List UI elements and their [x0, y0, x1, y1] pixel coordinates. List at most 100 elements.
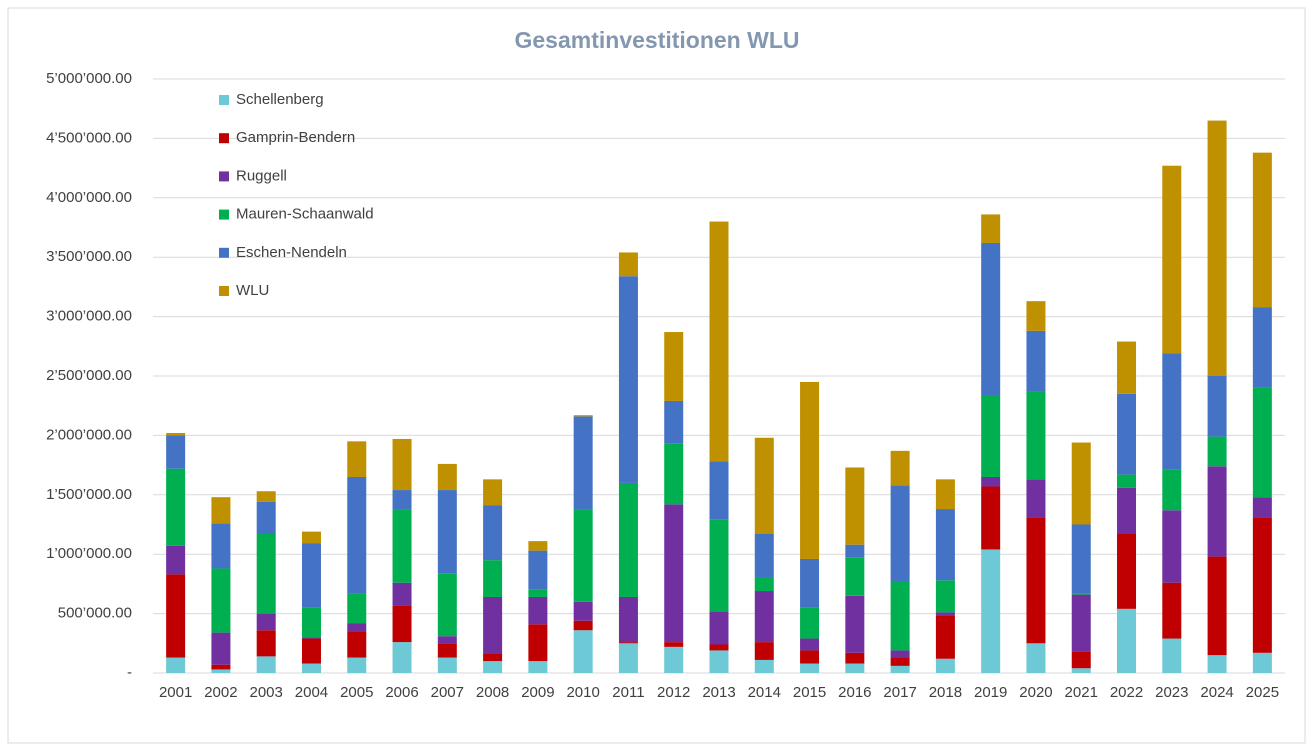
bar-segment — [1026, 301, 1046, 331]
bar-segment — [166, 545, 186, 575]
bar-segment — [347, 476, 367, 594]
x-tick-label: 2004 — [295, 684, 328, 701]
bar-segment — [800, 607, 820, 639]
x-tick-label: 2005 — [340, 684, 373, 701]
bar-segment — [211, 497, 231, 524]
x-tick-label: 2013 — [702, 684, 735, 701]
bar-segment — [800, 558, 820, 608]
bar-segment — [528, 596, 548, 625]
bar-segment — [166, 574, 186, 658]
bar-segment — [1207, 120, 1227, 376]
x-tick-label: 2019 — [974, 684, 1007, 701]
bar-segment — [890, 665, 910, 673]
x-tick-label: 2010 — [566, 684, 599, 701]
bar-segment — [573, 415, 593, 417]
bar-segment — [1117, 487, 1137, 535]
bar-segment — [256, 534, 276, 614]
legend-swatch — [219, 171, 229, 182]
bar-segment — [981, 549, 1001, 673]
bar-segment — [890, 450, 910, 486]
y-tick-label: 4’500’000.00 — [46, 129, 132, 146]
bar-segment — [1026, 517, 1046, 644]
bar-segment — [573, 620, 593, 631]
bar-segment — [301, 637, 321, 639]
bar-segment — [1026, 330, 1046, 392]
bar-segment — [301, 638, 321, 664]
bar-segment — [890, 485, 910, 582]
bar-segment — [301, 607, 321, 638]
bar-segment — [528, 589, 548, 597]
bar-segment — [1117, 534, 1137, 609]
bar-segment — [709, 611, 729, 645]
bar-segment — [664, 332, 684, 401]
bar-segment — [800, 663, 820, 673]
bar-segment — [935, 580, 955, 613]
bar-segment — [1117, 474, 1137, 488]
bar-segment — [392, 582, 412, 606]
bar-segment — [1071, 593, 1091, 595]
bar-segment — [618, 482, 638, 597]
bar-segment — [981, 242, 1001, 396]
bar-segment — [618, 596, 638, 643]
x-tick-label: 2022 — [1110, 684, 1143, 701]
x-tick-label: 2015 — [793, 684, 826, 701]
bar-segment — [1162, 510, 1182, 583]
bar-segment — [845, 595, 865, 653]
bar-segment — [1252, 152, 1272, 308]
bar-segment — [166, 468, 186, 546]
bar-segment — [483, 505, 503, 561]
x-tick-label: 2014 — [748, 684, 781, 701]
bar-segment — [528, 541, 548, 551]
bar-segment — [211, 523, 231, 569]
bar-segment — [1026, 643, 1046, 673]
bar-segment — [392, 490, 412, 510]
bar-segment — [1071, 524, 1091, 594]
bar-segment — [664, 400, 684, 444]
bar-segment — [437, 657, 457, 673]
bar-segment — [754, 591, 774, 643]
bar-segment — [800, 650, 820, 664]
bar-segment — [935, 612, 955, 616]
legend-label: Gamprin-Bendern — [236, 129, 355, 146]
bar-segment — [166, 435, 186, 469]
y-tick-label: 2’500’000.00 — [46, 367, 132, 384]
y-tick-label: 3’000’000.00 — [46, 308, 132, 325]
x-tick-label: 2023 — [1155, 684, 1188, 701]
bar-segment — [528, 624, 548, 662]
bar-segment — [347, 441, 367, 477]
bar-segment — [1162, 582, 1182, 639]
bar-segment — [256, 491, 276, 502]
bar-segment — [347, 657, 367, 673]
bar-segment — [845, 557, 865, 596]
bar-segment — [935, 479, 955, 510]
bar-segment — [166, 433, 186, 436]
legend-swatch — [219, 209, 229, 220]
y-tick-label: 5’000’000.00 — [46, 70, 132, 87]
y-tick-label: 1’000’000.00 — [46, 545, 132, 562]
x-tick-label: 2001 — [159, 684, 192, 701]
bar-segment — [1026, 391, 1046, 480]
bar-segment — [754, 437, 774, 535]
bar-segment — [347, 593, 367, 624]
bar-segment — [1162, 638, 1182, 673]
bar-segment — [618, 643, 638, 673]
bar-segment — [301, 663, 321, 673]
legend-label: Mauren-Schaanwald — [236, 206, 374, 223]
y-tick-label: 500’000.00 — [58, 605, 132, 622]
bar-segment — [1207, 655, 1227, 673]
bar-segment — [437, 643, 457, 658]
bar-segment — [709, 644, 729, 651]
bar-segment — [392, 509, 412, 583]
bar-segment — [437, 573, 457, 637]
bar-segment — [1252, 652, 1272, 673]
bar-segment — [1071, 594, 1091, 652]
bar-segment — [573, 509, 593, 602]
chart-title: Gesamtinvestitionen WLU — [515, 27, 800, 53]
bar-segment — [392, 642, 412, 673]
bar-segment — [392, 438, 412, 491]
bar-segment — [528, 661, 548, 673]
bar-segment — [890, 650, 910, 658]
x-tick-label: 2016 — [838, 684, 871, 701]
bar-segment — [573, 416, 593, 510]
bar-segment — [709, 519, 729, 612]
